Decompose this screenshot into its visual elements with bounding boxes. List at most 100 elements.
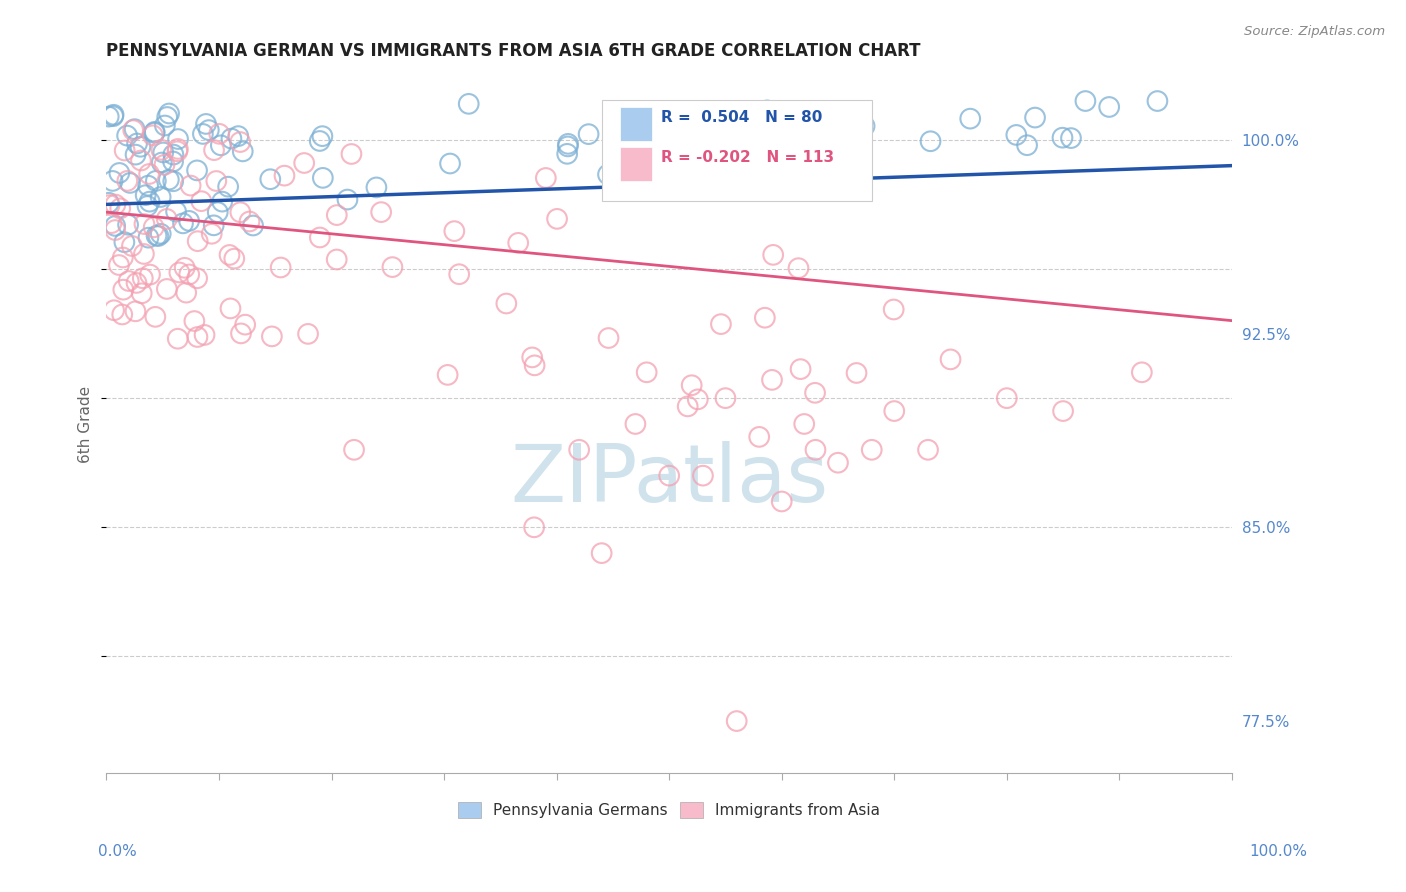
Point: [658, 468, 681, 483]
Point: [578, 127, 600, 141]
Point: [297, 326, 319, 341]
Point: [98, 198, 121, 212]
Point: [522, 351, 544, 365]
Point: [725, 714, 748, 728]
Text: PENNSYLVANIA GERMAN VS IMMIGRANTS FROM ASIA 6TH GRADE CORRELATION CHART: PENNSYLVANIA GERMAN VS IMMIGRANTS FROM A…: [107, 42, 921, 60]
Point: [1015, 138, 1038, 153]
Point: [108, 166, 131, 180]
Point: [827, 456, 849, 470]
FancyBboxPatch shape: [602, 100, 872, 201]
Point: [624, 417, 647, 431]
Point: [1130, 365, 1153, 379]
Point: [156, 110, 179, 124]
Point: [959, 112, 981, 126]
Point: [114, 144, 136, 158]
Point: [145, 228, 167, 243]
Point: [122, 123, 145, 137]
Point: [218, 248, 240, 262]
Point: [596, 168, 619, 182]
Point: [153, 158, 176, 172]
Point: [762, 248, 785, 262]
Point: [179, 268, 201, 282]
Point: [132, 247, 155, 261]
Point: [995, 391, 1018, 405]
Point: [104, 223, 127, 237]
Point: [233, 318, 256, 332]
Point: [343, 442, 366, 457]
Point: [793, 417, 815, 431]
Point: [124, 147, 146, 161]
Point: [1052, 130, 1074, 145]
Point: [101, 174, 124, 188]
Point: [118, 274, 141, 288]
Point: [183, 314, 205, 328]
Point: [692, 468, 714, 483]
Point: [129, 140, 152, 154]
Point: [676, 400, 699, 414]
Point: [157, 172, 180, 186]
Point: [439, 156, 461, 170]
Point: [167, 142, 190, 156]
Point: [217, 179, 239, 194]
Point: [177, 214, 200, 228]
Point: [340, 147, 363, 161]
Point: [112, 283, 135, 297]
Point: [787, 261, 810, 276]
Text: ZIPatlas: ZIPatlas: [510, 441, 828, 519]
Point: [142, 128, 165, 143]
Point: [166, 145, 188, 159]
Point: [110, 202, 132, 216]
Point: [1024, 111, 1046, 125]
Point: [190, 194, 212, 209]
Point: [591, 546, 613, 560]
Point: [325, 252, 347, 267]
Text: R =  0.504   N = 80: R = 0.504 N = 80: [661, 110, 823, 125]
Point: [121, 239, 143, 253]
Point: [568, 442, 591, 457]
Point: [1005, 128, 1028, 142]
Point: [139, 268, 162, 282]
Point: [754, 310, 776, 325]
Point: [311, 129, 333, 144]
Text: R = -0.202   N = 113: R = -0.202 N = 113: [661, 151, 834, 165]
Point: [838, 155, 860, 169]
Point: [165, 204, 187, 219]
Point: [115, 128, 138, 143]
Point: [853, 119, 876, 133]
Point: [174, 285, 197, 300]
Point: [219, 301, 242, 316]
Point: [208, 127, 231, 141]
Point: [366, 180, 388, 194]
Point: [920, 134, 942, 148]
Point: [187, 234, 209, 248]
Point: [152, 145, 174, 160]
Point: [636, 365, 658, 379]
Point: [125, 276, 148, 290]
Point: [211, 194, 233, 209]
Point: [104, 197, 127, 211]
Point: [326, 208, 349, 222]
Point: [173, 260, 195, 275]
Point: [260, 329, 283, 343]
Text: Source: ZipAtlas.com: Source: ZipAtlas.com: [1244, 25, 1385, 38]
Point: [108, 258, 131, 272]
Point: [193, 327, 215, 342]
Point: [103, 109, 125, 123]
Point: [804, 442, 827, 457]
Point: [138, 230, 160, 244]
Point: [273, 169, 295, 183]
Point: [1052, 404, 1074, 418]
Point: [201, 227, 224, 241]
Point: [546, 211, 568, 226]
Point: [308, 230, 330, 244]
Point: [823, 136, 845, 150]
Point: [198, 123, 221, 137]
Point: [508, 235, 530, 250]
Point: [97, 110, 120, 124]
Point: [939, 352, 962, 367]
Y-axis label: 6th Grade: 6th Grade: [79, 385, 93, 463]
Point: [1060, 131, 1083, 145]
Point: [143, 126, 166, 140]
Point: [449, 267, 471, 281]
Point: [1098, 100, 1121, 114]
